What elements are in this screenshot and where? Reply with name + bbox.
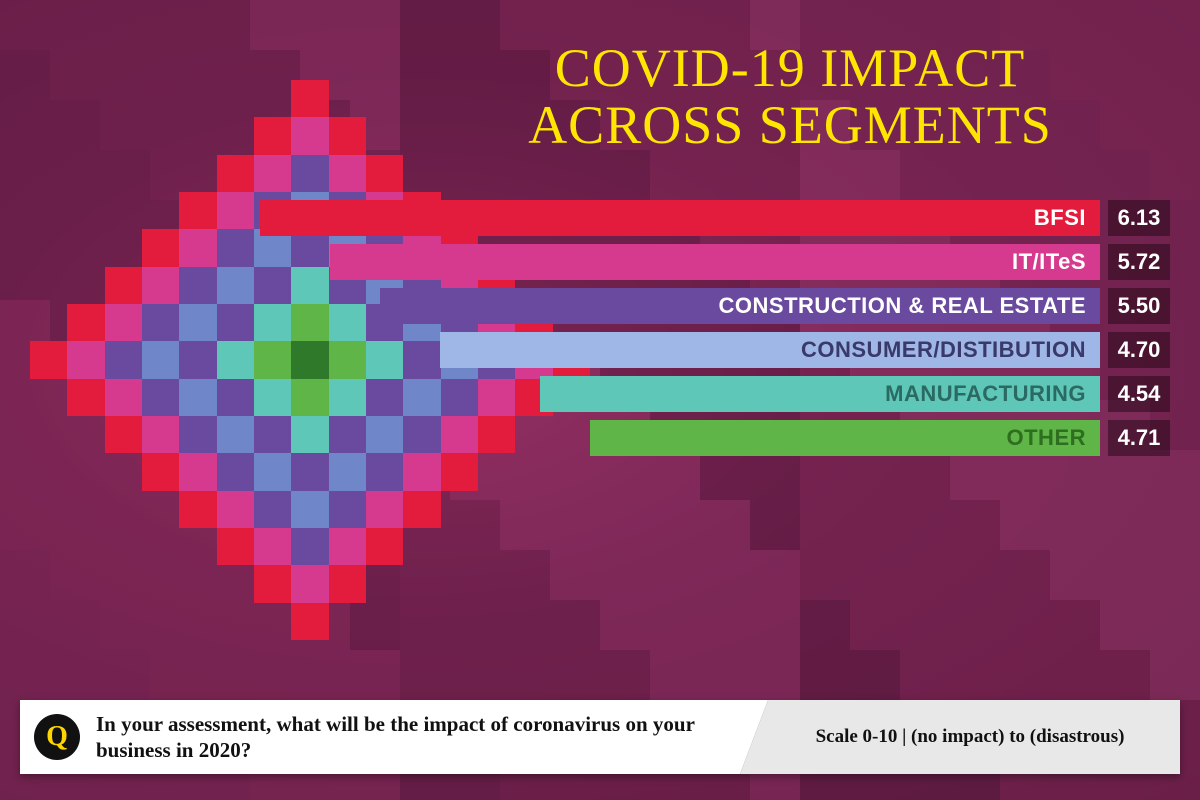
footer-question-text: In your assessment, what will be the imp… [96, 711, 744, 764]
footer-question-panel: Q In your assessment, what will be the i… [20, 700, 768, 774]
bar-value: 4.54 [1108, 376, 1170, 412]
bar-row: CONSTRUCTION & REAL ESTATE 5.50 [0, 288, 1170, 328]
title-line-2: ACROSS SEGMENTS [420, 97, 1160, 154]
bar-chart: BFSI 6.13 IT/ITeS 5.72 CONSTRUCTION & REAL E… [0, 200, 1170, 464]
bar-row: MANUFACTURING 4.54 [0, 376, 1170, 416]
bar: CONSUMER/DISTIBUTION [440, 332, 1100, 368]
bar-row: OTHER 4.71 [0, 420, 1170, 460]
question-badge: Q [34, 714, 80, 760]
bar: OTHER [590, 420, 1100, 456]
bar-label: CONSUMER/DISTIBUTION [801, 337, 1086, 363]
bar-value: 4.71 [1108, 420, 1170, 456]
footer-scale-panel: Scale 0-10 | (no impact) to (disastrous) [740, 700, 1180, 774]
chart-title: COVID-19 IMPACT ACROSS SEGMENTS [420, 40, 1160, 153]
bar-row: BFSI 6.13 [0, 200, 1170, 240]
bar: CONSTRUCTION & REAL ESTATE [380, 288, 1100, 324]
bar: IT/ITeS [330, 244, 1100, 280]
bar-value: 5.50 [1108, 288, 1170, 324]
bar-row: IT/ITeS 5.72 [0, 244, 1170, 284]
bar: BFSI [260, 200, 1100, 236]
bar-label: MANUFACTURING [885, 381, 1086, 407]
footer-scale-text: Scale 0-10 | (no impact) to (disastrous) [816, 726, 1125, 748]
bar-label: CONSTRUCTION & REAL ESTATE [719, 293, 1086, 319]
bar-label: OTHER [1007, 425, 1087, 451]
footer: Q In your assessment, what will be the i… [20, 700, 1180, 774]
bar-value: 4.70 [1108, 332, 1170, 368]
infographic-canvas: COVID-19 IMPACT ACROSS SEGMENTS BFSI 6.13… [0, 0, 1200, 800]
bar-label: IT/ITeS [1012, 249, 1086, 275]
bar-value: 5.72 [1108, 244, 1170, 280]
bar-row: CONSUMER/DISTIBUTION 4.70 [0, 332, 1170, 372]
bar: MANUFACTURING [540, 376, 1100, 412]
bar-value: 6.13 [1108, 200, 1170, 236]
bar-label: BFSI [1034, 205, 1086, 231]
title-line-1: COVID-19 IMPACT [420, 40, 1160, 97]
